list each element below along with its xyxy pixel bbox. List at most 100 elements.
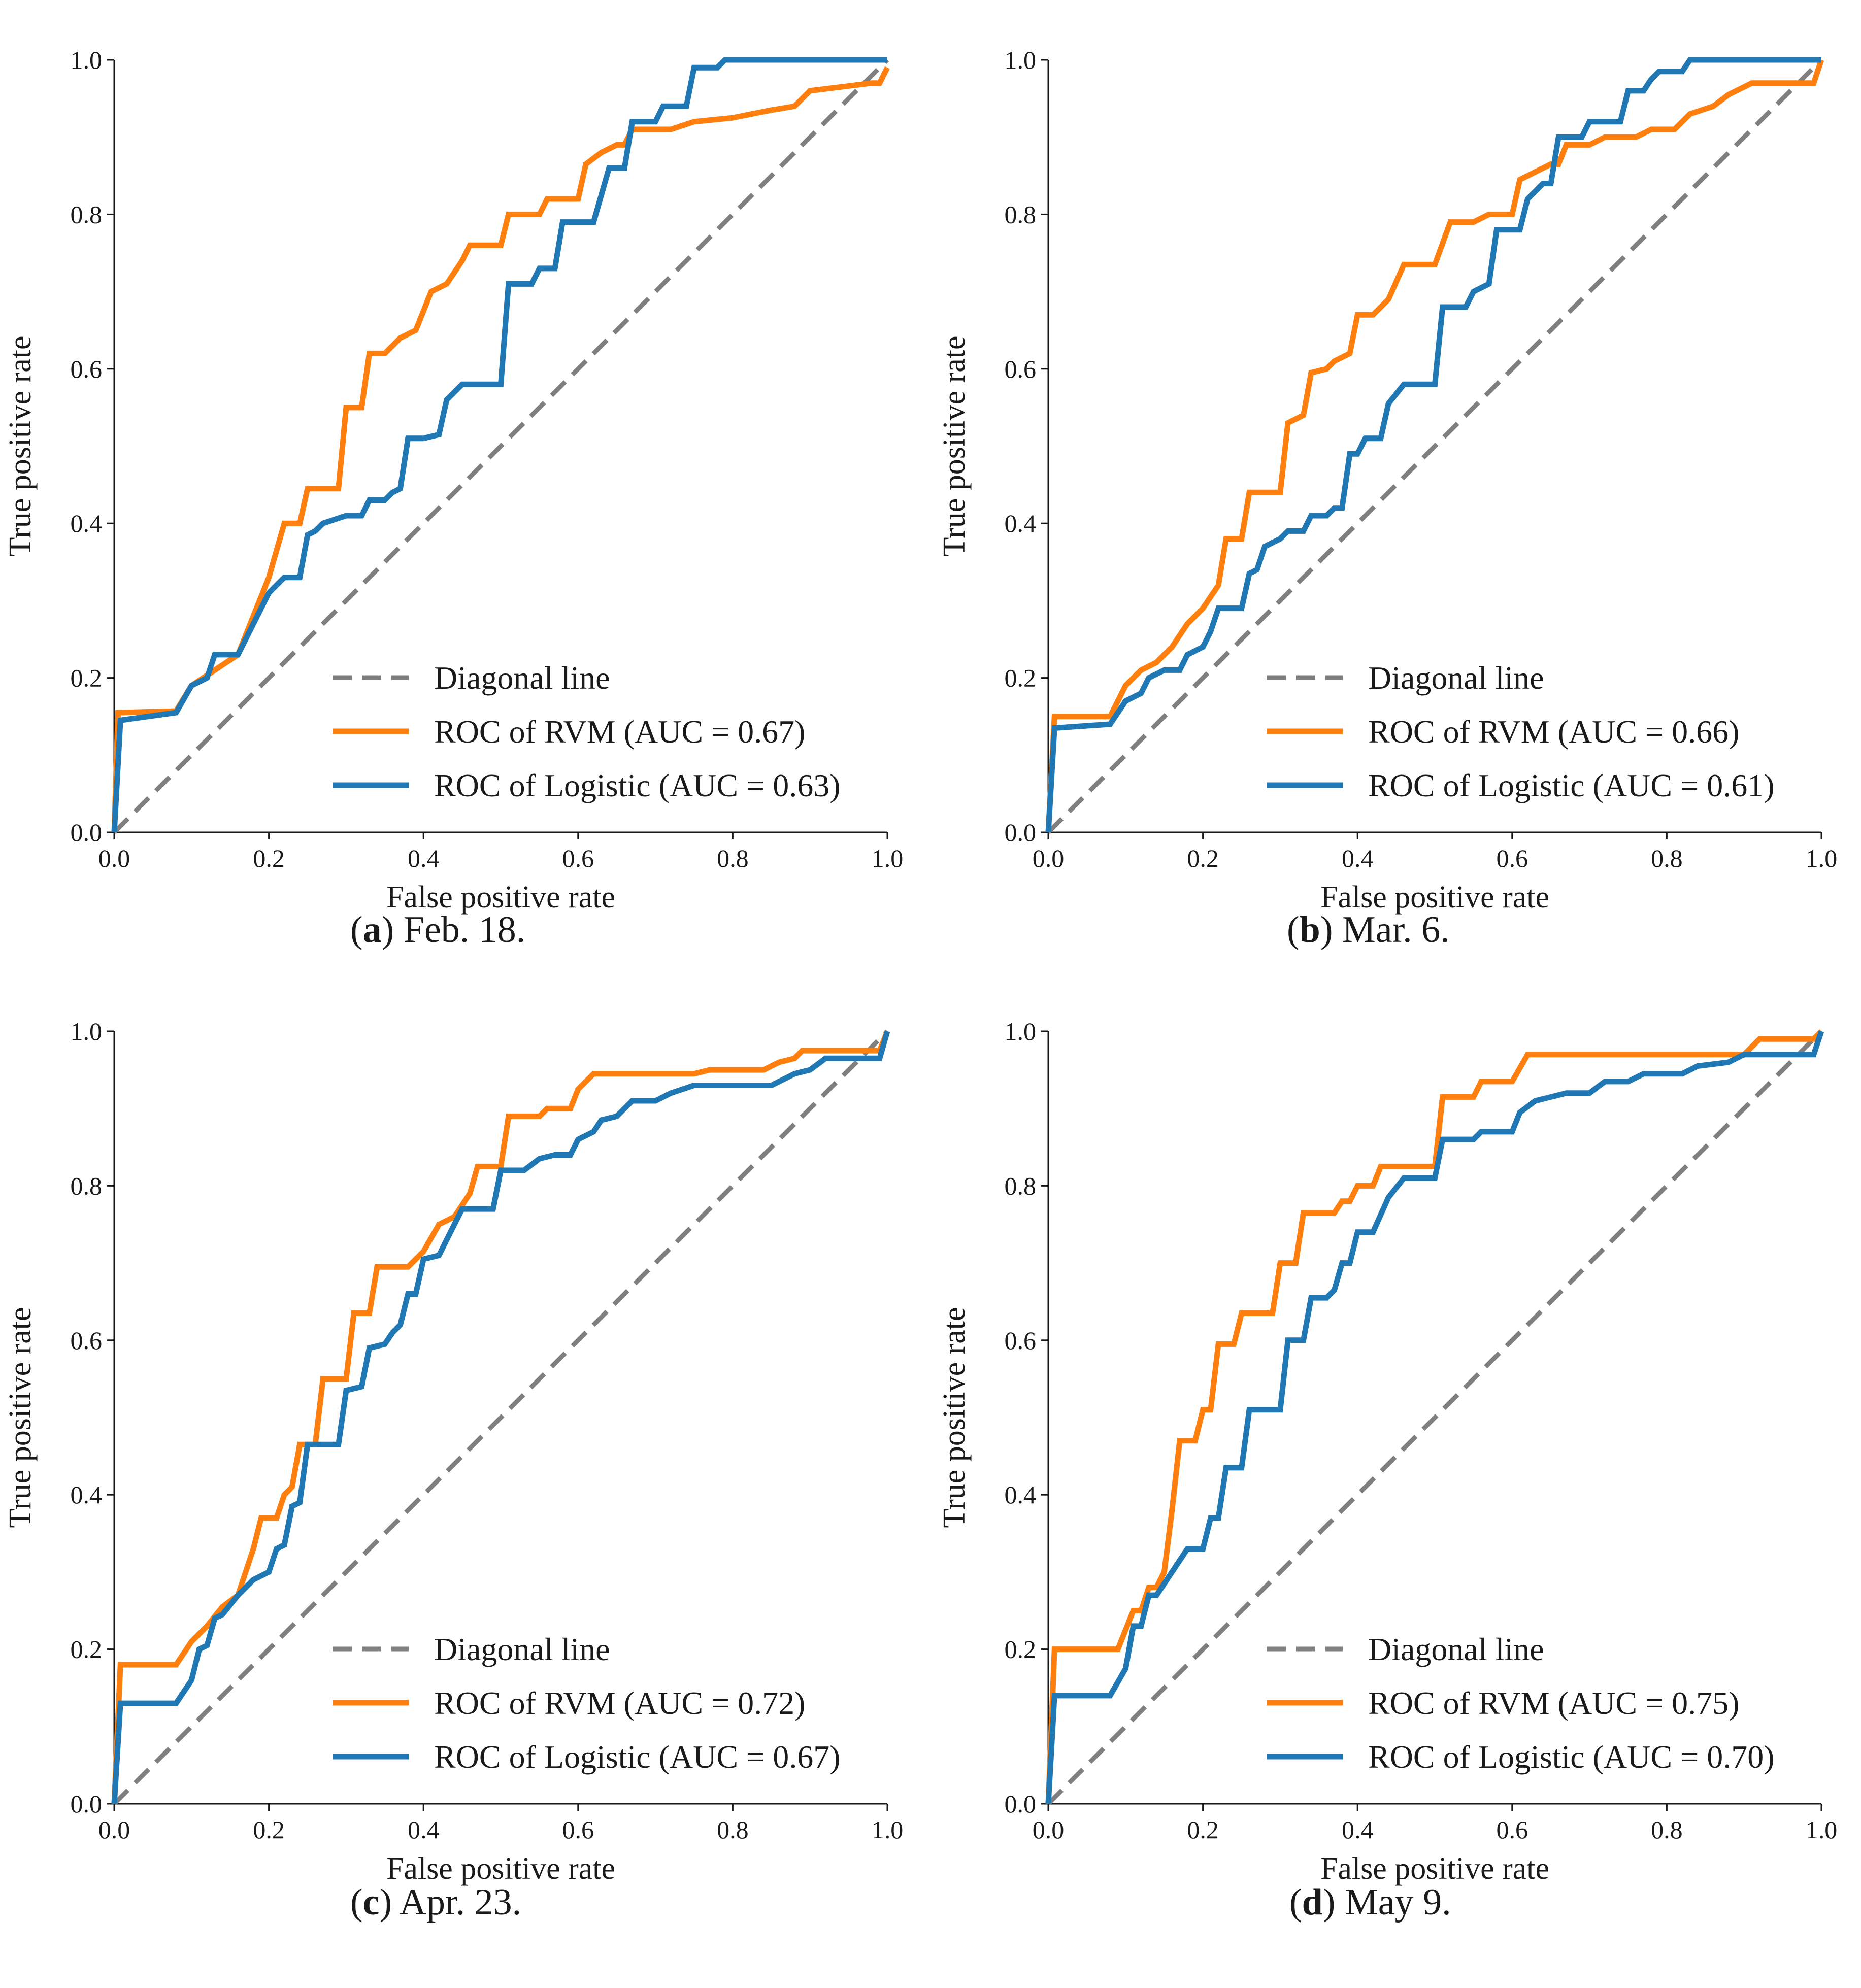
x-axis-label: False positive rate xyxy=(386,1851,615,1886)
caption-open-paren: ( xyxy=(1289,1881,1302,1923)
x-axis-label: False positive rate xyxy=(1320,1851,1549,1886)
legend-label: ROC of Logistic (AUC = 0.67) xyxy=(434,1739,841,1775)
diagonal-line-series xyxy=(112,1029,889,1806)
y-tick-label: 0.0 xyxy=(1005,818,1037,847)
legend-label: Diagonal line xyxy=(434,1631,610,1667)
y-tick-label: 0.8 xyxy=(1005,200,1037,228)
legend-label: ROC of RVM (AUC = 0.66) xyxy=(1368,714,1739,750)
legend-label: Diagonal line xyxy=(1368,1631,1544,1667)
y-tick-label: 0.0 xyxy=(71,1790,103,1818)
y-tick-label: 0.6 xyxy=(71,1326,103,1355)
rvm-roc-series xyxy=(1045,59,1824,833)
x-tick-label: 0.0 xyxy=(1033,844,1065,872)
legend: Diagonal line ROC of RVM (AUC = 0.75) ROC … xyxy=(1267,1631,1775,1775)
chart-panel-b: 0.0 0.2 0.4 0.6 0.8 1.0 0.0 0.2 0.4 0.6 0.8 1.0 Fals… xyxy=(937,46,1838,915)
x-tick-label: 0.0 xyxy=(98,1815,130,1844)
x-tick-label: 0.6 xyxy=(1497,1815,1528,1844)
x-tick-label: 1.0 xyxy=(872,844,904,872)
y-tick-label: 1.0 xyxy=(71,1017,103,1046)
x-tick-label: 0.6 xyxy=(1497,844,1528,872)
diagonal-line-series xyxy=(1046,58,1823,834)
x-axis-label: False positive rate xyxy=(1320,880,1549,915)
caption-letter: c xyxy=(362,1881,380,1923)
caption-b: (b) Mar. 6. xyxy=(1287,908,1450,952)
y-tick-label: 1.0 xyxy=(71,46,103,74)
y-tick-label: 0.0 xyxy=(1005,1790,1037,1818)
caption-c: (c) Apr. 23. xyxy=(350,1881,521,1924)
legend-label: ROC of RVM (AUC = 0.72) xyxy=(434,1685,805,1721)
y-axis-label: True positive rate xyxy=(3,335,38,556)
x-tick-label: 0.0 xyxy=(1033,1815,1065,1844)
y-tick-label: 0.4 xyxy=(1005,509,1037,537)
caption-open-paren: ( xyxy=(350,1881,363,1923)
rvm-roc-series xyxy=(111,66,890,833)
caption-letter: a xyxy=(362,909,382,951)
logistic-roc-series xyxy=(1045,57,1821,833)
logistic-roc-series xyxy=(111,57,887,833)
y-tick-label: 0.2 xyxy=(1005,664,1037,692)
legend-label: ROC of RVM (AUC = 0.75) xyxy=(1368,1685,1739,1721)
caption-open-paren: ( xyxy=(350,909,363,951)
x-tick-label: 0.8 xyxy=(717,1815,749,1844)
logistic-roc-series xyxy=(111,1030,890,1804)
y-tick-label: 0.2 xyxy=(1005,1635,1037,1664)
legend: Diagonal line ROC of RVM (AUC = 0.72) ROC … xyxy=(333,1631,841,1775)
legend: Diagonal line ROC of RVM (AUC = 0.66) ROC … xyxy=(1267,660,1775,803)
x-tick-label: 0.8 xyxy=(1651,1815,1683,1844)
x-tick-label: 0.6 xyxy=(562,1815,594,1844)
x-tick-label: 0.4 xyxy=(1342,1815,1374,1844)
y-tick-label: 0.4 xyxy=(71,509,103,537)
legend: Diagonal line ROC of RVM (AUC = 0.67) ROC … xyxy=(333,660,841,803)
chart-panel-c: 0.0 0.2 0.4 0.6 0.8 1.0 0.0 0.2 0.4 0.6 0.8 1.0 Fals… xyxy=(3,1017,904,1886)
y-tick-label: 0.6 xyxy=(1005,355,1037,383)
caption-text: ) Mar. 6. xyxy=(1320,909,1450,951)
y-tick-label: 0.8 xyxy=(71,1171,103,1200)
y-axis-label: True positive rate xyxy=(937,1307,972,1528)
y-axis-label: True positive rate xyxy=(937,335,972,556)
caption-open-paren: ( xyxy=(1287,909,1300,951)
x-axis-label: False positive rate xyxy=(386,880,615,915)
diagonal-line-series xyxy=(112,58,889,834)
rvm-roc-series xyxy=(111,1030,890,1804)
y-tick-label: 0.6 xyxy=(1005,1326,1037,1355)
logistic-roc-series xyxy=(1045,1030,1824,1804)
y-tick-label: 0.6 xyxy=(71,355,103,383)
legend-label: ROC of Logistic (AUC = 0.61) xyxy=(1368,767,1775,803)
caption-letter: b xyxy=(1299,909,1320,951)
x-tick-label: 0.2 xyxy=(253,1815,285,1844)
x-tick-label: 0.0 xyxy=(98,844,130,872)
x-tick-label: 0.4 xyxy=(1342,844,1374,872)
x-tick-label: 1.0 xyxy=(1806,844,1838,872)
caption-d: (d) May 9. xyxy=(1289,1881,1451,1924)
x-tick-label: 0.8 xyxy=(717,844,749,872)
x-tick-label: 0.2 xyxy=(253,844,285,872)
legend-label: ROC of Logistic (AUC = 0.63) xyxy=(434,767,841,803)
chart-panel-a: 0.0 0.2 0.4 0.6 0.8 1.0 0.0 0.2 0.4 0.6 0.8 1.0 Fals… xyxy=(3,46,904,915)
y-tick-label: 0.4 xyxy=(1005,1480,1037,1509)
x-tick-label: 0.4 xyxy=(408,844,440,872)
legend-label: Diagonal line xyxy=(434,660,610,696)
x-tick-label: 0.2 xyxy=(1187,1815,1219,1844)
x-tick-label: 0.4 xyxy=(408,1815,440,1844)
chart-panel-d: 0.0 0.2 0.4 0.6 0.8 1.0 0.0 0.2 0.4 0.6 0.8 1.0 Fals… xyxy=(937,1017,1838,1886)
x-tick-label: 0.8 xyxy=(1651,844,1683,872)
y-axis-label: True positive rate xyxy=(3,1307,38,1528)
y-tick-label: 0.4 xyxy=(71,1480,103,1509)
y-tick-label: 0.2 xyxy=(71,664,103,692)
y-tick-label: 0.0 xyxy=(71,818,103,847)
legend-label: ROC of RVM (AUC = 0.67) xyxy=(434,714,805,750)
x-tick-label: 0.2 xyxy=(1187,844,1219,872)
x-tick-label: 1.0 xyxy=(1806,1815,1838,1844)
rvm-roc-series xyxy=(1045,1029,1823,1804)
y-tick-label: 1.0 xyxy=(1005,46,1037,74)
caption-a: (a) Feb. 18. xyxy=(350,908,525,952)
caption-text: ) May 9. xyxy=(1322,1881,1451,1923)
caption-letter: d xyxy=(1302,1881,1323,1923)
y-tick-label: 0.8 xyxy=(71,200,103,228)
x-tick-label: 1.0 xyxy=(872,1815,904,1844)
y-tick-label: 0.2 xyxy=(71,1635,103,1664)
x-tick-label: 0.6 xyxy=(562,844,594,872)
y-tick-label: 0.8 xyxy=(1005,1171,1037,1200)
legend-label: Diagonal line xyxy=(1368,660,1544,696)
